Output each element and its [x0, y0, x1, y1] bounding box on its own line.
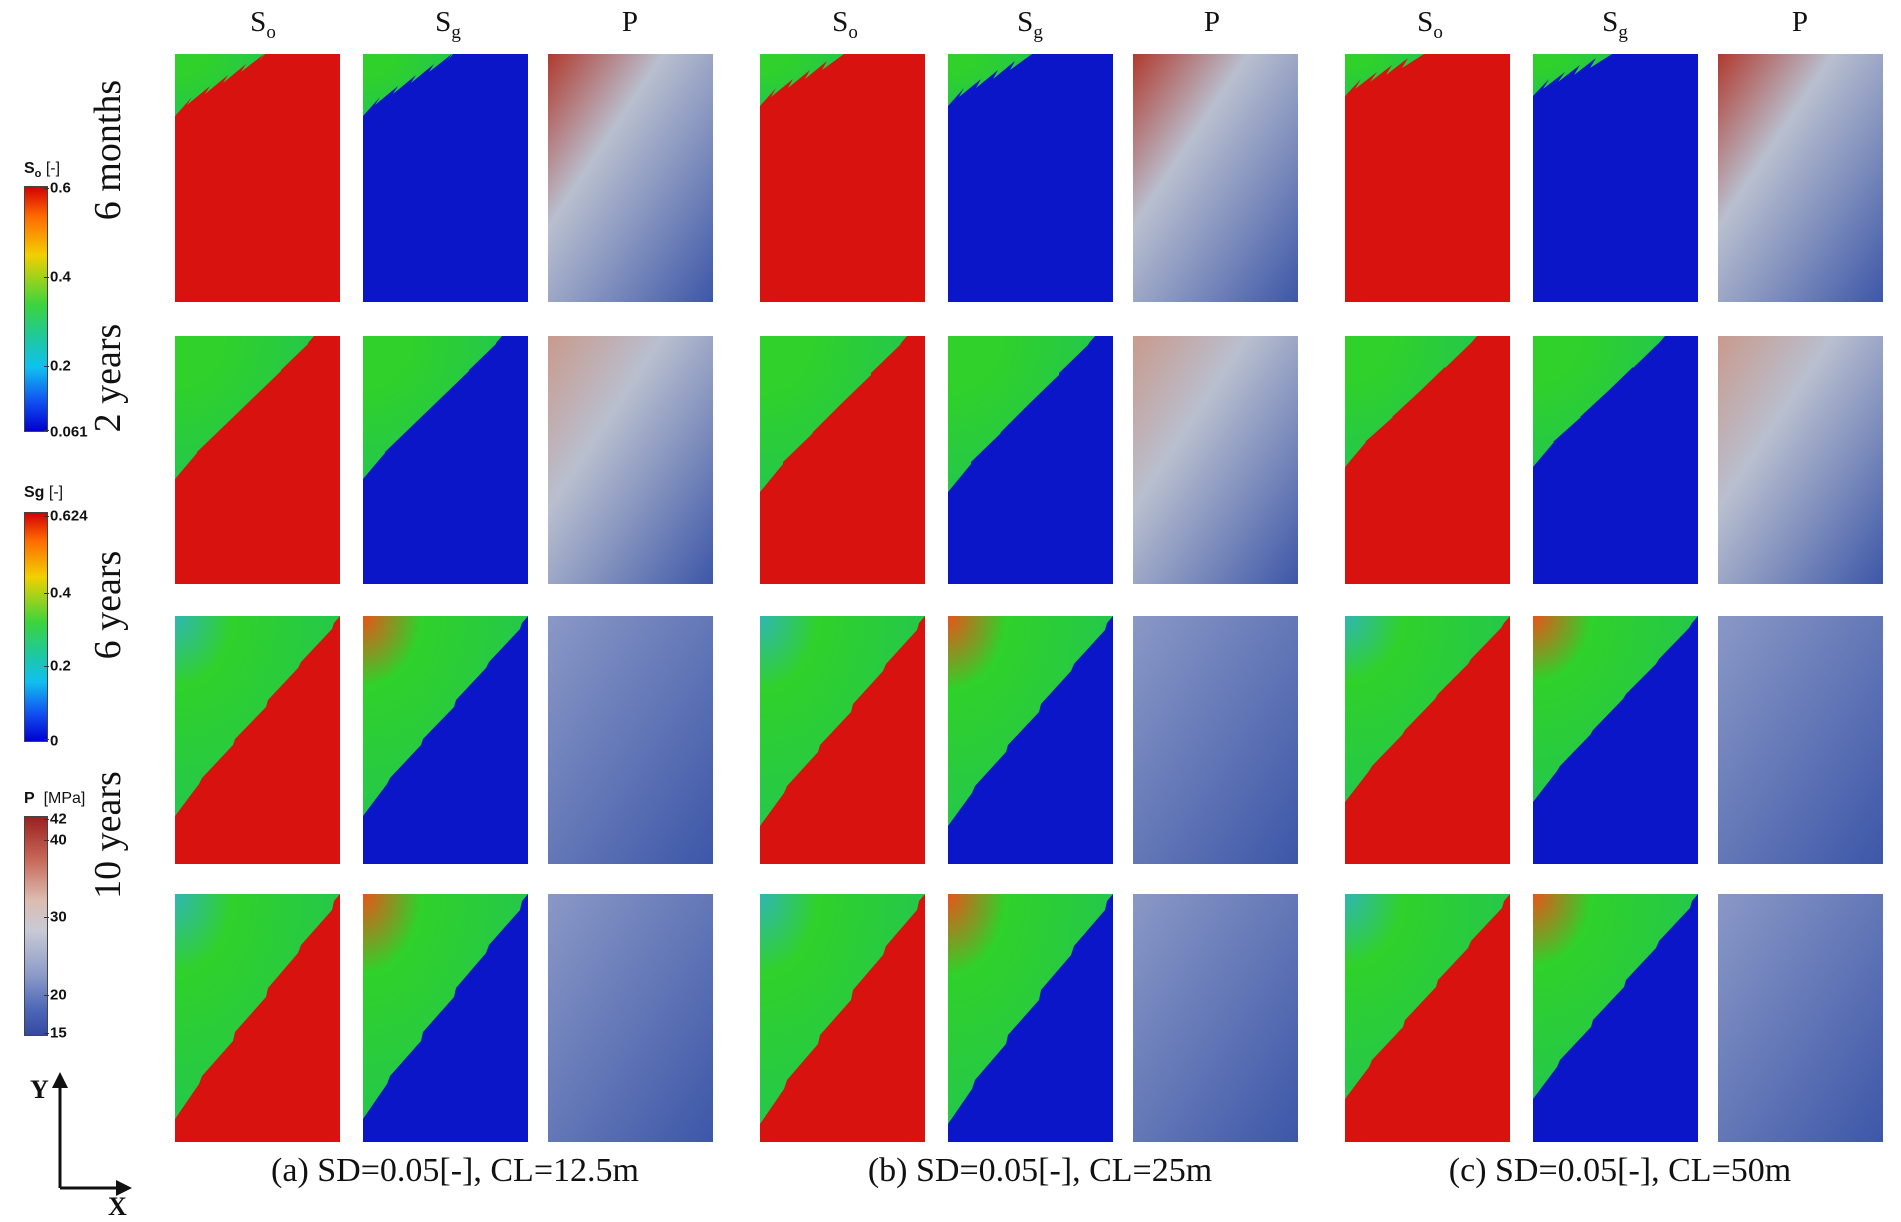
panel-sg-row3-group3: [1533, 616, 1698, 864]
p-tick: 20: [50, 986, 67, 1004]
panel-p-row3-group3: [1718, 616, 1883, 864]
column-header: P: [621, 6, 639, 38]
panel-sg-row4-group1: [363, 894, 528, 1142]
panel-sg-row3-group2: [948, 616, 1113, 864]
row-label-10-years: 10 years: [87, 771, 129, 899]
panel-p-row4-group1: [548, 894, 713, 1142]
p-tick: 30: [50, 908, 67, 926]
panel-p-row3-group2: [1133, 616, 1298, 864]
p-tick: 40: [50, 831, 67, 849]
panel-so-row1-group1: [175, 54, 340, 302]
column-header: Sg: [435, 6, 461, 43]
so-colorbar: [24, 186, 48, 432]
so-tick: 0.2: [50, 357, 71, 375]
column-header: Sg: [1602, 6, 1628, 43]
panel-sg-row1-group2: [948, 54, 1113, 302]
panel-so-row3-group2: [760, 616, 925, 864]
panel-p-row4-group3: [1718, 894, 1883, 1142]
caption-c: (c) SD=0.05[-], CL=50m: [1448, 1152, 1792, 1189]
panel-so-row4-group2: [760, 894, 925, 1142]
column-header: P: [1791, 6, 1809, 38]
column-header: So: [832, 6, 858, 43]
panel-so-row2-group3: [1345, 336, 1510, 584]
panel-so-row1-group3: [1345, 54, 1510, 302]
sg-tick: 0.2: [50, 657, 71, 675]
panel-so-row3-group3: [1345, 616, 1510, 864]
p-colorbar-title: P [MPa]: [24, 790, 86, 807]
panel-p-row2-group1: [548, 336, 713, 584]
panel-p-row1-group3: [1718, 54, 1883, 302]
sg-colorbar-title: Sg [-]: [24, 484, 64, 501]
panel-sg-row4-group3: [1533, 894, 1698, 1142]
panel-p-row4-group2: [1133, 894, 1298, 1142]
y-axis-label: Y: [30, 1075, 49, 1104]
so-tick: 0.061: [50, 423, 88, 441]
sg-tick: 0: [50, 732, 59, 750]
panel-so-row1-group2: [760, 54, 925, 302]
column-header: So: [250, 6, 276, 43]
row-label-6-months: 6 months: [87, 79, 129, 221]
panel-p-row1-group1: [548, 54, 713, 302]
panel-sg-row3-group1: [363, 616, 528, 864]
sg-tick: 0.4: [50, 584, 71, 602]
so-tick: 0.6: [50, 179, 71, 197]
panel-so-row4-group1: [175, 894, 340, 1142]
panel-sg-row2-group2: [948, 336, 1113, 584]
p-tick: 15: [50, 1024, 67, 1042]
panel-sg-row2-group1: [363, 336, 528, 584]
panel-so-row2-group2: [760, 336, 925, 584]
panel-so-row3-group1: [175, 616, 340, 864]
panel-p-row2-group2: [1133, 336, 1298, 584]
xy-axis-icon: [52, 1072, 132, 1196]
panel-so-row4-group3: [1345, 894, 1510, 1142]
caption-a: (a) SD=0.05[-], CL=12.5m: [271, 1152, 639, 1189]
panel-p-row3-group1: [548, 616, 713, 864]
x-axis-label: X: [108, 1192, 127, 1221]
row-label-6-years: 6 years: [87, 550, 129, 660]
caption-b: (b) SD=0.05[-], CL=25m: [867, 1152, 1213, 1189]
column-header: So: [1417, 6, 1443, 43]
column-header: P: [1203, 6, 1221, 38]
panel-sg-row1-group1: [363, 54, 528, 302]
p-tick: 42: [50, 810, 67, 828]
sg-tick: 0.624: [50, 507, 88, 525]
panel-sg-row2-group3: [1533, 336, 1698, 584]
panel-p-row2-group3: [1718, 336, 1883, 584]
panel-p-row1-group2: [1133, 54, 1298, 302]
column-header: Sg: [1017, 6, 1043, 43]
row-label-2-years: 2 years: [87, 323, 129, 433]
panel-sg-row4-group2: [948, 894, 1113, 1142]
panel-so-row2-group1: [175, 336, 340, 584]
so-tick: 0.4: [50, 268, 71, 286]
p-colorbar: [24, 816, 48, 1036]
panel-sg-row1-group3: [1533, 54, 1698, 302]
so-colorbar-title: So [-]: [24, 160, 61, 181]
sg-colorbar: [24, 512, 48, 742]
